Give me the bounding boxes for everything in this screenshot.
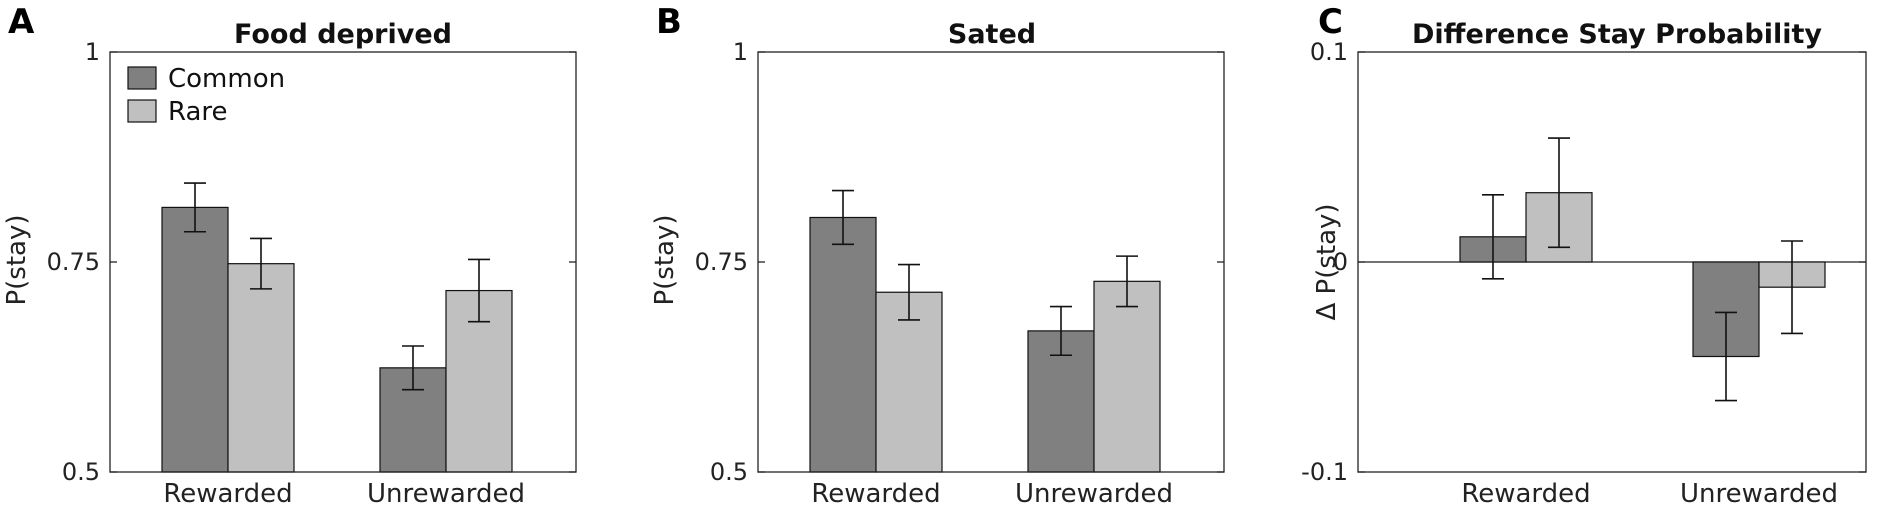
x-tick-label: Unrewarded — [1680, 479, 1838, 509]
y-tick-label: 0.5 — [710, 458, 748, 486]
chart-title: Difference Stay Probability — [1412, 19, 1822, 50]
panel-a: A Food deprived P(stay) 0.5 0.75 1 Rewarde… — [2, 2, 577, 509]
error-bar — [1050, 305, 1072, 357]
chart-title: Food deprived — [234, 19, 452, 50]
y-tick-label: 0.75 — [47, 248, 100, 276]
bars — [809, 216, 1161, 473]
axes-box — [109, 51, 577, 473]
legend-label-rare: Rare — [168, 97, 228, 127]
error-bar — [898, 263, 920, 321]
panel-letter: A — [8, 2, 35, 42]
error-bar — [250, 237, 272, 290]
y-axis-label: P(stay) — [2, 214, 32, 305]
y-axis-label: P(stay) — [650, 214, 680, 305]
panel-b: B Sated P(stay) 0.5 0.75 1 Rewarded Unrewar… — [650, 2, 1225, 509]
bar-rare — [875, 291, 943, 473]
y-tick-label: 0.75 — [695, 248, 748, 276]
error-bar — [1116, 255, 1138, 308]
x-tick-labels: Rewarded Unrewarded — [1461, 479, 1838, 509]
y-axis-label: Δ P(stay) — [1312, 203, 1342, 320]
panel-letter: B — [656, 2, 682, 42]
x-tick-label: Rewarded — [1461, 479, 1590, 509]
y-tick-label: 0.1 — [1310, 38, 1348, 66]
y-tick-label: 0 — [1333, 248, 1348, 276]
x-tick-labels: Rewarded Unrewarded — [811, 479, 1173, 509]
bar-common — [161, 206, 229, 473]
error-bar — [468, 258, 490, 323]
error-bars — [832, 189, 1138, 357]
error-bars — [1482, 137, 1803, 402]
bar-common — [809, 216, 877, 473]
x-tick-label: Rewarded — [163, 479, 292, 509]
bar-rare — [227, 263, 295, 473]
error-bar — [184, 182, 206, 233]
error-bar — [1715, 311, 1737, 402]
panel-letter: C — [1318, 2, 1343, 42]
legend-label-common: Common — [168, 64, 285, 94]
error-bar — [1548, 137, 1570, 249]
bars — [1459, 192, 1826, 358]
axes-box — [1357, 51, 1867, 473]
error-bar — [1781, 240, 1803, 335]
bar-rare — [1093, 280, 1161, 473]
x-tick-labels: Rewarded Unrewarded — [163, 479, 525, 509]
error-bar — [1482, 194, 1504, 280]
legend: Common Rare — [127, 64, 285, 127]
y-ticks: 0.5 0.75 1 — [695, 38, 1224, 486]
legend-swatch-rare — [127, 99, 157, 123]
error-bar — [402, 345, 424, 391]
error-bar — [832, 189, 854, 246]
legend-swatch-common — [127, 66, 157, 90]
chart-title: Sated — [948, 19, 1036, 50]
y-tick-label: 1 — [85, 38, 100, 66]
y-tick-label: 0.5 — [62, 458, 100, 486]
error-bars — [184, 182, 490, 391]
axes-box — [757, 51, 1225, 473]
bars — [161, 206, 513, 473]
y-tick-label: 1 — [733, 38, 748, 66]
x-tick-label: Unrewarded — [1015, 479, 1173, 509]
panel-c: C Difference Stay Probability Δ P(stay) … — [1301, 2, 1867, 509]
y-tick-label: -0.1 — [1301, 458, 1348, 486]
y-ticks: 0.5 0.75 1 — [47, 38, 576, 486]
x-tick-label: Rewarded — [811, 479, 940, 509]
x-tick-label: Unrewarded — [367, 479, 525, 509]
